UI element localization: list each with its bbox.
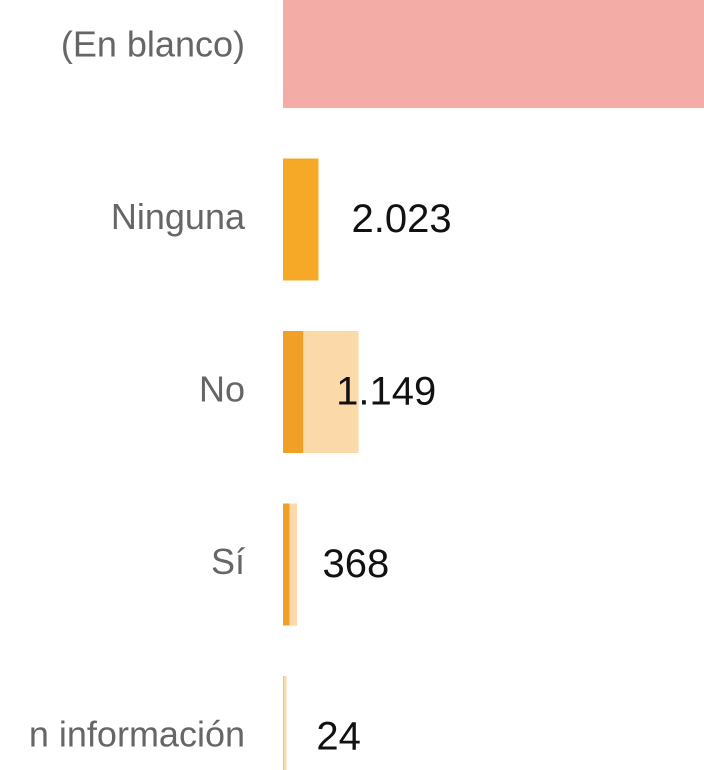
total-bar: [283, 676, 287, 770]
value-label: 1.149: [336, 370, 436, 414]
bar: [283, 0, 704, 108]
bar: [283, 331, 304, 453]
value-label: 368: [322, 542, 389, 586]
category-label: Sí: [211, 541, 245, 582]
bar: [283, 503, 290, 626]
category-label: n información: [29, 714, 245, 755]
bar: [283, 158, 319, 281]
category-label: No: [199, 369, 245, 410]
value-label: 2.023: [351, 197, 451, 241]
category-label: Ninguna: [111, 196, 246, 237]
value-label: 24: [316, 715, 361, 759]
category-label: (En blanco): [61, 24, 245, 65]
